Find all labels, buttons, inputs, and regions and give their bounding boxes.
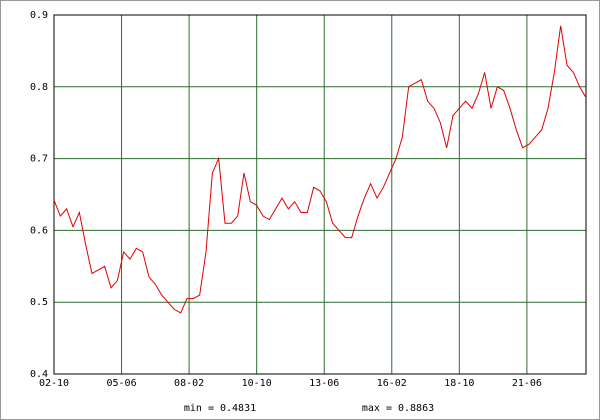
x-tick-label: 18-10 bbox=[444, 378, 474, 389]
data-line bbox=[53, 25, 587, 314]
min-label: min = 0.4831 bbox=[184, 403, 256, 414]
x-tick-label: 02-10 bbox=[39, 378, 69, 389]
x-tick-label: 05-06 bbox=[107, 378, 137, 389]
y-tick-label: 0.9 bbox=[30, 10, 48, 21]
max-label: max = 0.8863 bbox=[362, 403, 434, 414]
y-tick-label: 0.6 bbox=[30, 225, 48, 236]
x-tick-label: 10-10 bbox=[242, 378, 272, 389]
x-tick-label: 13-06 bbox=[309, 378, 339, 389]
y-tick-label: 0.4 bbox=[30, 369, 48, 380]
x-tick-label: 21-06 bbox=[512, 378, 542, 389]
plot-area bbox=[53, 14, 587, 375]
y-tick-label: 0.7 bbox=[30, 154, 48, 165]
y-tick-label: 0.5 bbox=[30, 297, 48, 308]
plot-border bbox=[53, 14, 587, 375]
y-tick-label: 0.8 bbox=[30, 82, 48, 93]
x-tick-label: 08-02 bbox=[174, 378, 204, 389]
x-tick-label: 16-02 bbox=[377, 378, 407, 389]
